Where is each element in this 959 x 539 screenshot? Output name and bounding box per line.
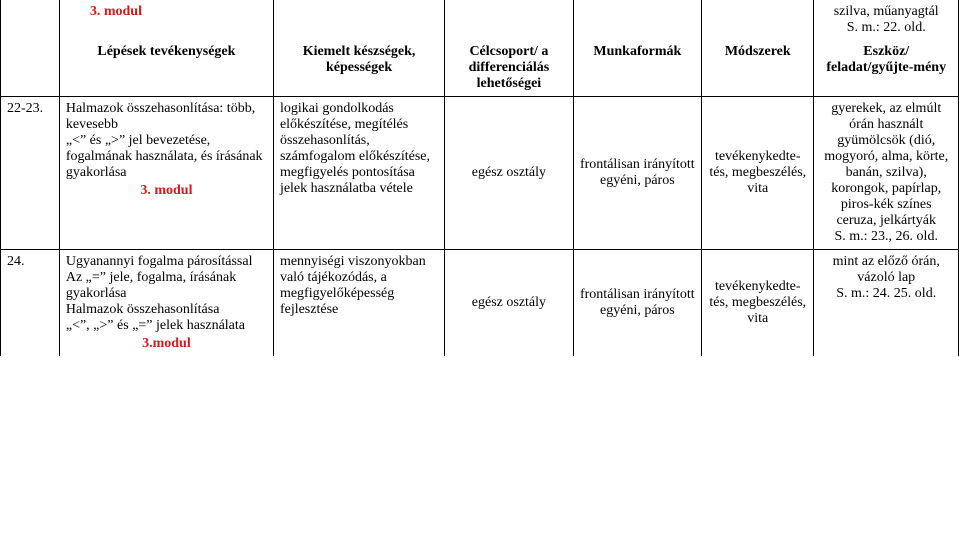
cell-steps: Ugyanannyi fogalma párosítással Az „=” j… (59, 250, 273, 357)
hdr-tools: Eszköz/ feladat/gyűjte-mény (814, 40, 959, 97)
work-text: frontálisan irányított egyéni, páros (580, 157, 695, 188)
cell-target-pre (445, 0, 573, 40)
steps-mod-text: 3. modul (140, 183, 192, 198)
steps-text: Ugyanannyi fogalma párosítással Az „=” j… (66, 254, 253, 333)
table-row: 24. Ugyanannyi fogalma párosítással Az „… (1, 250, 959, 357)
cell-num: 22-23. (1, 97, 60, 250)
hdr-work: Munkaformák (573, 40, 701, 97)
skills-text: mennyiségi viszonyokban való tájékozódás… (280, 254, 426, 317)
table-row: 22-23. Halmazok összehasonlítása: több, … (1, 97, 959, 250)
tools-text: gyerekek, az elmúlt órán használt gyümöl… (824, 101, 948, 244)
cell-tools-pre: szilva, műanyagtál S. m.: 22. old. (814, 0, 959, 40)
work-text: frontálisan irányított egyéni, páros (580, 287, 695, 318)
cell-steps: Halmazok összehasonlítása: több, keveseb… (59, 97, 273, 250)
hdr-skills-text: Kiemelt készségek, képességek (303, 44, 416, 75)
cell-methods: tevékenykedte-tés, megbeszélés, vita (702, 97, 814, 250)
cell-target: egész osztály (445, 250, 573, 357)
hdr-target: Célcsoport/ a differenciálás lehetőségei (445, 40, 573, 97)
target-text: egész osztály (472, 165, 546, 180)
num-text: 24. (7, 254, 25, 269)
hdr-methods: Módszerek (702, 40, 814, 97)
methods-text: tevékenykedte-tés, megbeszélés, vita (709, 279, 806, 326)
hdr-skills: Kiemelt készségek, képességek (273, 40, 444, 97)
cell-methods: tevékenykedte-tés, megbeszélés, vita (702, 250, 814, 357)
cell-work-pre (573, 0, 701, 40)
curriculum-table: 3. modul szilva, műanyagtál S. m.: 22. o… (0, 0, 959, 356)
module-header-text: 3. modul (90, 4, 142, 19)
hdr-tools-text: Eszköz/ feladat/gyűjte-mény (826, 44, 946, 75)
cell-num-pre (1, 0, 60, 40)
num-text: 22-23. (7, 101, 43, 116)
steps-mod-text: 3.modul (142, 336, 191, 351)
cell-work: frontálisan irányított egyéni, páros (573, 250, 701, 357)
cell-tools: mint az előző órán, vázoló lap S. m.: 24… (814, 250, 959, 357)
tools-pre-text: szilva, műanyagtál S. m.: 22. old. (834, 4, 939, 35)
hdr-methods-text: Módszerek (725, 44, 791, 59)
target-text: egész osztály (472, 295, 546, 310)
cell-tools: gyerekek, az elmúlt órán használt gyümöl… (814, 97, 959, 250)
cell-skills: logikai gondolkodás előkészítése, megíté… (273, 97, 444, 250)
cell-skill-pre (273, 0, 444, 40)
cell-method-pre (702, 0, 814, 40)
hdr-steps-text: Lépések tevékenységek (97, 44, 235, 59)
cell-target: egész osztály (445, 97, 573, 250)
hdr-target-text: Célcsoport/ a differenciálás lehetőségei (469, 44, 550, 91)
hdr-work-text: Munkaformák (593, 44, 681, 59)
methods-text: tevékenykedte-tés, megbeszélés, vita (709, 149, 806, 196)
skills-text: logikai gondolkodás előkészítése, megíté… (280, 101, 430, 196)
cell-skills: mennyiségi viszonyokban való tájékozódás… (273, 250, 444, 357)
cell-work: frontálisan irányított egyéni, páros (573, 97, 701, 250)
tools-text: mint az előző órán, vázoló lap S. m.: 24… (833, 254, 940, 301)
cell-num: 24. (1, 250, 60, 357)
steps-text: Halmazok összehasonlítása: több, keveseb… (66, 101, 263, 180)
hdr-num (1, 40, 60, 97)
cell-module-header: 3. modul (59, 0, 273, 40)
hdr-steps: Lépések tevékenységek (59, 40, 273, 97)
